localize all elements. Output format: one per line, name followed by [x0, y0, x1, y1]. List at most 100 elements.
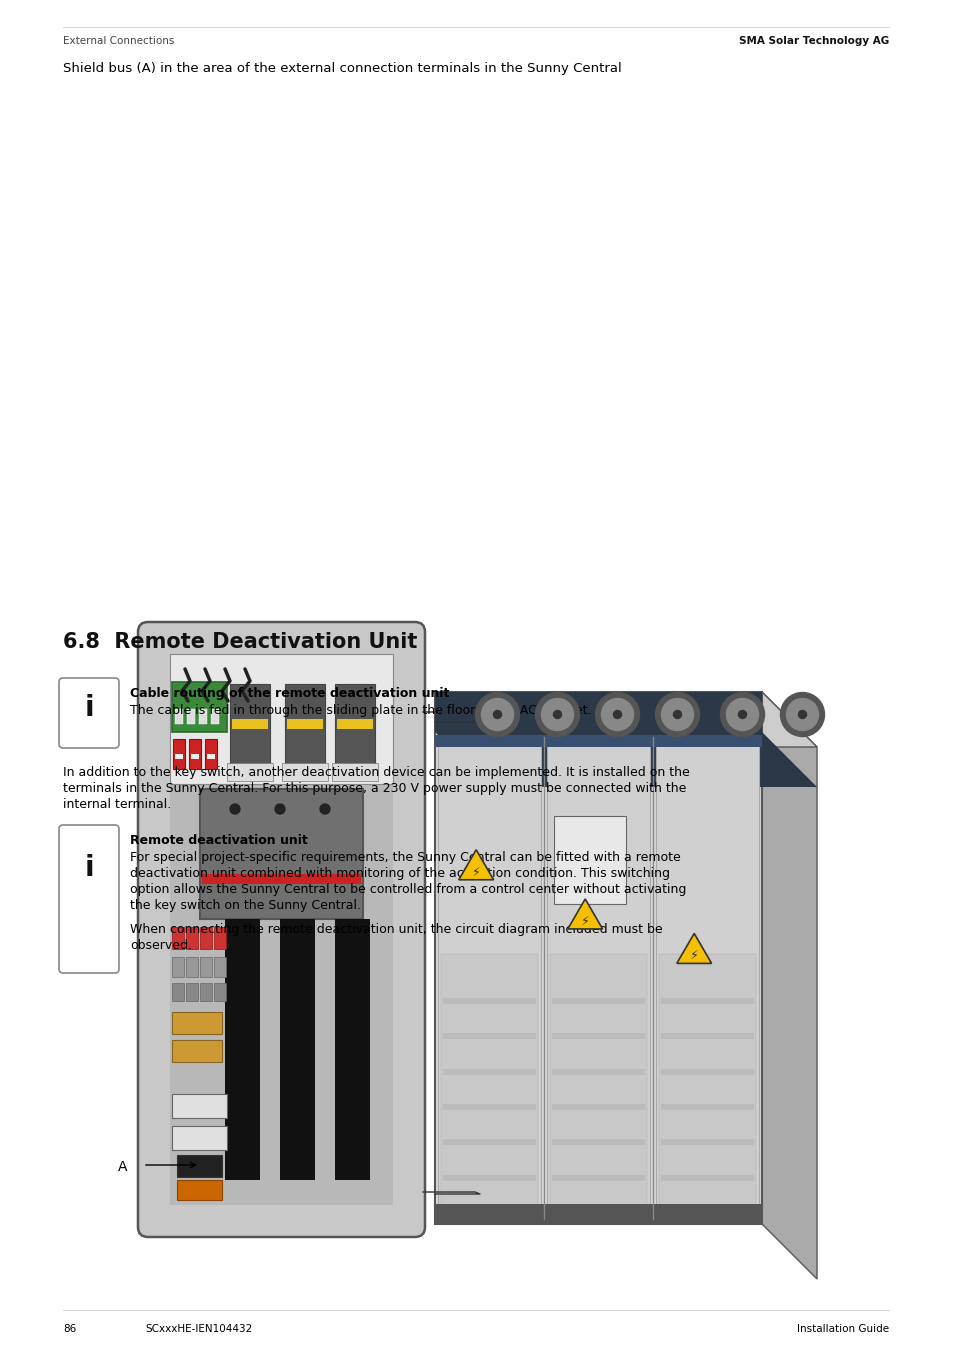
Bar	[285, 684, 325, 779]
Bar	[332, 763, 377, 781]
Bar	[199, 708, 207, 725]
Bar	[189, 740, 201, 769]
Bar	[230, 684, 270, 779]
Bar	[172, 1094, 227, 1118]
Bar	[213, 927, 226, 949]
Bar	[660, 1140, 753, 1145]
Bar	[172, 983, 184, 1000]
Bar	[442, 998, 536, 1005]
Bar	[202, 873, 360, 884]
Bar	[186, 927, 198, 949]
Bar	[200, 957, 212, 977]
Text: the key switch on the Sunny Central.: the key switch on the Sunny Central.	[130, 899, 360, 913]
Bar	[177, 1180, 222, 1201]
Bar	[200, 927, 212, 949]
Bar	[172, 681, 227, 731]
Text: A: A	[118, 1160, 128, 1174]
Bar	[207, 754, 214, 758]
Bar	[435, 692, 761, 731]
Circle shape	[780, 692, 823, 737]
Bar	[442, 1140, 536, 1145]
Bar	[200, 983, 212, 1000]
Text: observed.: observed.	[130, 940, 192, 952]
Text: In addition to the key switch, another deactivation device can be implemented. I: In addition to the key switch, another d…	[63, 767, 689, 779]
Circle shape	[319, 804, 330, 814]
Polygon shape	[435, 692, 816, 748]
Circle shape	[601, 699, 633, 730]
Text: ⚡: ⚡	[689, 949, 698, 961]
Bar	[442, 1210, 536, 1215]
Bar	[442, 1175, 536, 1180]
Bar	[552, 1105, 644, 1110]
Bar	[660, 1175, 753, 1180]
Circle shape	[785, 699, 818, 730]
Bar	[660, 998, 753, 1005]
Text: The cable is fed in through the sliding plate in the floor of the AC cabinet.: The cable is fed in through the sliding …	[130, 704, 591, 717]
Circle shape	[613, 711, 620, 718]
Circle shape	[660, 699, 693, 730]
Bar	[552, 1175, 644, 1180]
Bar	[287, 719, 323, 729]
Bar	[200, 790, 363, 919]
Bar	[174, 754, 183, 758]
Bar	[554, 815, 626, 904]
Text: Shield bus (A) in the area of the external connection terminals in the Sunny Cen: Shield bus (A) in the area of the extern…	[63, 62, 621, 74]
Bar	[174, 708, 183, 725]
Bar	[170, 654, 393, 1205]
Bar	[186, 983, 198, 1000]
Circle shape	[595, 692, 639, 737]
Text: Installation Guide: Installation Guide	[796, 1324, 888, 1334]
Bar	[435, 692, 761, 1224]
Bar	[660, 1033, 753, 1040]
Bar	[552, 998, 644, 1005]
Bar	[205, 740, 216, 769]
Bar	[172, 927, 184, 949]
Circle shape	[230, 804, 240, 814]
Bar	[186, 957, 198, 977]
Circle shape	[655, 692, 699, 737]
Circle shape	[481, 699, 513, 730]
Circle shape	[553, 711, 561, 718]
Bar	[442, 1068, 536, 1075]
Circle shape	[720, 692, 763, 737]
Bar	[550, 955, 646, 1220]
Bar	[232, 719, 268, 729]
Bar	[336, 719, 373, 729]
Text: ⚡: ⚡	[472, 865, 480, 879]
FancyBboxPatch shape	[138, 622, 424, 1237]
Bar	[546, 737, 649, 1220]
Text: External Connections: External Connections	[63, 37, 174, 46]
Bar	[552, 1140, 644, 1145]
Circle shape	[541, 699, 573, 730]
Bar	[213, 983, 226, 1000]
Bar	[170, 654, 393, 784]
Text: internal terminal.: internal terminal.	[63, 798, 172, 811]
Bar	[660, 1210, 753, 1215]
Bar	[211, 708, 219, 725]
Text: When connecting the remote deactivation unit, the circuit diagram included must : When connecting the remote deactivation …	[130, 923, 662, 936]
Bar	[437, 737, 540, 1220]
Bar	[552, 1210, 644, 1215]
Text: SMA Solar Technology AG: SMA Solar Technology AG	[738, 37, 888, 46]
Circle shape	[738, 711, 745, 718]
Circle shape	[475, 692, 519, 737]
Text: option allows the Sunny Central to be controlled from a control center without a: option allows the Sunny Central to be co…	[130, 883, 685, 896]
Circle shape	[726, 699, 758, 730]
Bar	[440, 955, 537, 1220]
Bar	[335, 684, 375, 779]
Bar	[660, 1068, 753, 1075]
Text: Cable routing of the remote deactivation unit: Cable routing of the remote deactivation…	[130, 687, 449, 700]
Circle shape	[493, 711, 501, 718]
Bar	[172, 1126, 227, 1151]
Polygon shape	[458, 850, 493, 880]
Polygon shape	[761, 692, 816, 1279]
Bar	[552, 1033, 644, 1040]
Text: i: i	[84, 694, 93, 722]
Polygon shape	[567, 899, 602, 929]
Bar	[177, 1155, 222, 1178]
Text: i: i	[84, 854, 93, 882]
Bar	[172, 1013, 222, 1034]
Text: ⚡: ⚡	[580, 914, 589, 927]
Text: 6.8  Remote Deactivation Unit: 6.8 Remote Deactivation Unit	[63, 631, 417, 652]
Circle shape	[798, 711, 805, 718]
